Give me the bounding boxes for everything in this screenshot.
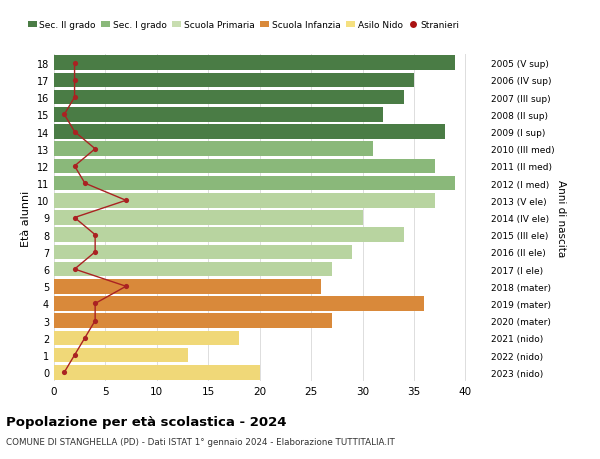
Point [59, 112, 69, 119]
Point [70, 77, 79, 84]
Y-axis label: Anni di nascita: Anni di nascita [556, 179, 566, 257]
Bar [54, 245, 352, 260]
Point [80, 335, 89, 342]
Point [59, 369, 69, 376]
Text: Popolazione per età scolastica - 2024: Popolazione per età scolastica - 2024 [6, 415, 287, 428]
Bar [54, 91, 404, 105]
Point [91, 300, 100, 308]
Bar [54, 176, 455, 191]
Point [70, 94, 79, 101]
Point [70, 214, 79, 222]
Y-axis label: Età alunni: Età alunni [21, 190, 31, 246]
Bar [54, 348, 188, 363]
Bar [54, 73, 414, 88]
Point [80, 180, 89, 187]
Point [70, 163, 79, 170]
Bar [54, 211, 362, 225]
Bar [54, 125, 445, 140]
Bar [54, 56, 455, 71]
Bar [54, 194, 434, 208]
Point [91, 146, 100, 153]
Bar [54, 228, 404, 242]
Bar [54, 297, 424, 311]
Bar [54, 108, 383, 123]
Point [70, 352, 79, 359]
Bar [54, 365, 260, 380]
Point [121, 283, 131, 290]
Point [121, 197, 131, 205]
Legend: Sec. II grado, Sec. I grado, Scuola Primaria, Scuola Infanzia, Asilo Nido, Stran: Sec. II grado, Sec. I grado, Scuola Prim… [24, 17, 463, 34]
Point [70, 60, 79, 67]
Bar [54, 313, 332, 328]
Bar [54, 280, 322, 294]
Point [91, 317, 100, 325]
Bar [54, 331, 239, 345]
Point [70, 129, 79, 136]
Point [91, 249, 100, 256]
Bar [54, 142, 373, 157]
Bar [54, 262, 332, 277]
Text: COMUNE DI STANGHELLA (PD) - Dati ISTAT 1° gennaio 2024 - Elaborazione TUTTITALIA: COMUNE DI STANGHELLA (PD) - Dati ISTAT 1… [6, 437, 395, 446]
Point [70, 266, 79, 273]
Bar [54, 159, 434, 174]
Point [91, 231, 100, 239]
